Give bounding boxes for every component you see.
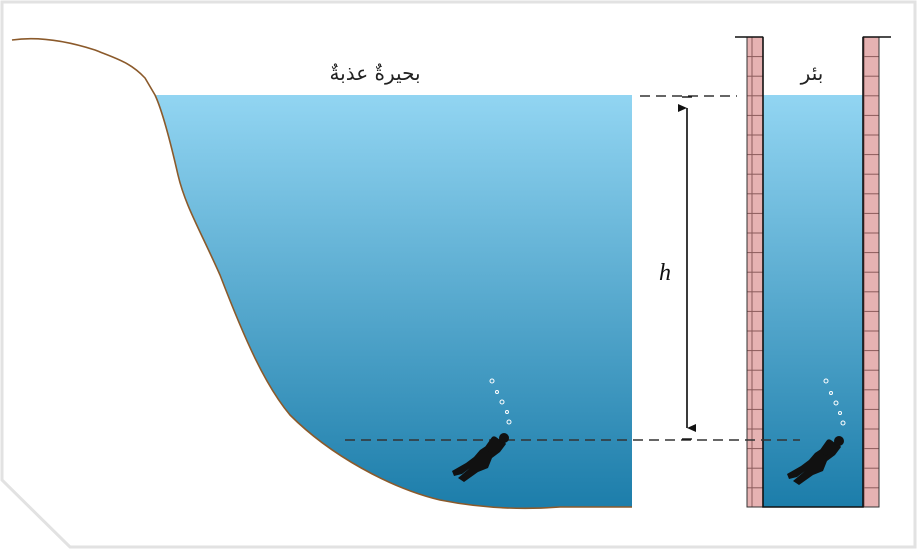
depth-label: h	[659, 260, 671, 286]
well-wall-left	[746, 36, 764, 508]
well-outline	[762, 37, 864, 508]
well-label: بئر	[800, 61, 824, 85]
shore	[11, 37, 632, 510]
well-wall-right	[862, 36, 880, 508]
lake-water	[155, 95, 632, 509]
bubbles	[489, 378, 846, 426]
lake-label: بحيرةٌ عذبةٌ	[329, 61, 420, 85]
well-water	[763, 95, 863, 507]
